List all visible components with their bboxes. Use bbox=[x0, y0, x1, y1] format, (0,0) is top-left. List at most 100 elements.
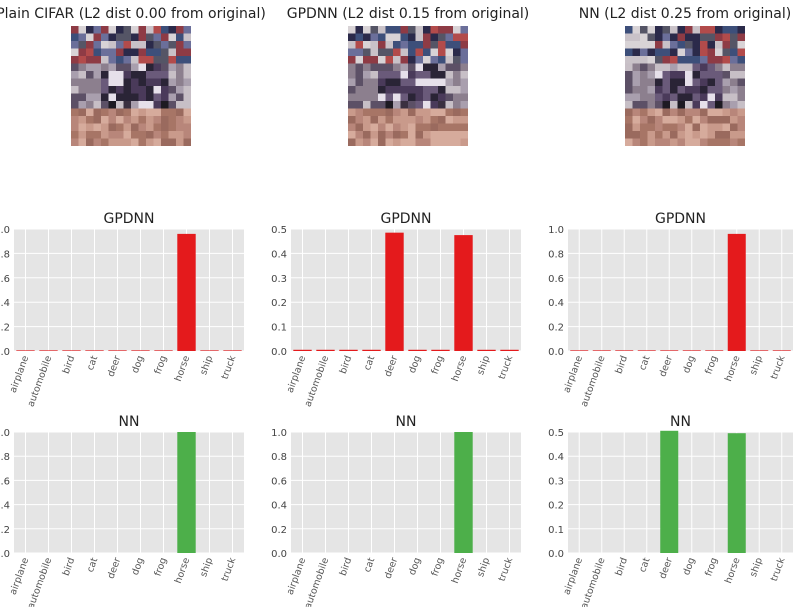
bar-chart-4: 0.00.20.40.60.81.0airplaneautomobilebird… bbox=[0, 414, 244, 607]
x-tick-label-horse: horse bbox=[173, 556, 192, 585]
x-tick-label-cat: cat bbox=[637, 556, 652, 574]
x-tick-label-dog: dog bbox=[407, 354, 423, 375]
y-tick-label: 0.0 bbox=[548, 549, 564, 560]
x-tick-label-cat: cat bbox=[85, 556, 100, 574]
y-tick-label: 0.3 bbox=[271, 274, 287, 285]
bar-ship bbox=[200, 350, 219, 351]
bar-frog bbox=[705, 350, 724, 351]
x-tick-label-dog: dog bbox=[407, 556, 423, 577]
x-tick-label-bird: bird bbox=[338, 556, 355, 577]
cifar-horse-image-gpdnn bbox=[348, 26, 468, 146]
x-tick-label-bird: bird bbox=[338, 354, 355, 375]
y-tick-label: 0.2 bbox=[0, 323, 10, 334]
x-tick-label-deer: deer bbox=[383, 354, 401, 378]
x-tick-label-ship: ship bbox=[748, 556, 765, 578]
x-tick-label-bird: bird bbox=[613, 556, 630, 577]
x-tick-label-airplane: airplane bbox=[285, 354, 309, 394]
x-tick-label-frog: frog bbox=[430, 556, 447, 578]
y-tick-label: 0.0 bbox=[0, 347, 10, 358]
x-tick-label-airplane: airplane bbox=[561, 354, 585, 394]
image-title-gpdnn: GPDNN (L2 dist 0.15 from original) bbox=[286, 6, 530, 22]
image-title-nn: NN (L2 dist 0.25 from original) bbox=[578, 6, 792, 22]
y-tick-label: 1.0 bbox=[0, 428, 10, 439]
x-tick-label-automobile: automobile bbox=[26, 354, 55, 408]
x-tick-label-frog: frog bbox=[703, 354, 720, 376]
x-tick-label-horse: horse bbox=[723, 354, 742, 383]
bar-deer bbox=[660, 430, 679, 553]
y-tick-label: 0.8 bbox=[0, 452, 10, 463]
y-tick-label: 0.4 bbox=[271, 249, 287, 260]
x-tick-label-truck: truck bbox=[769, 354, 788, 381]
bar-automobile bbox=[39, 350, 58, 351]
x-tick-label-ship: ship bbox=[475, 354, 492, 376]
plot-area bbox=[568, 432, 793, 553]
x-tick-label-automobile: automobile bbox=[303, 354, 332, 408]
x-tick-label-deer: deer bbox=[106, 556, 124, 580]
bar-bird bbox=[615, 350, 634, 351]
x-tick-label-horse: horse bbox=[173, 354, 192, 383]
bar-cat bbox=[362, 349, 381, 351]
x-tick-label-frog: frog bbox=[153, 354, 170, 376]
bar-deer bbox=[108, 350, 127, 351]
x-tick-label-truck: truck bbox=[220, 354, 239, 381]
x-tick-label-cat: cat bbox=[85, 354, 100, 372]
bar-frog bbox=[431, 349, 450, 351]
bar-automobile bbox=[316, 349, 335, 351]
y-tick-label: 0.0 bbox=[271, 549, 287, 560]
x-tick-label-frog: frog bbox=[430, 354, 447, 376]
bar-horse bbox=[454, 235, 473, 351]
x-tick-label-bird: bird bbox=[613, 354, 630, 375]
x-tick-label-airplane: airplane bbox=[8, 556, 32, 596]
bar-truck bbox=[772, 350, 791, 351]
x-tick-label-deer: deer bbox=[106, 354, 124, 378]
bar-horse bbox=[727, 233, 746, 351]
y-tick-label: 0.4 bbox=[548, 298, 564, 309]
y-tick-label: 0.1 bbox=[548, 525, 564, 536]
x-tick-label-cat: cat bbox=[637, 354, 652, 372]
x-tick-label-deer: deer bbox=[657, 556, 675, 580]
y-tick-label: 0.2 bbox=[548, 323, 564, 334]
y-tick-label: 0.2 bbox=[271, 298, 287, 309]
bar-horse bbox=[177, 233, 196, 351]
plot-area bbox=[291, 432, 521, 553]
y-tick-label: 0.5 bbox=[548, 428, 564, 439]
y-tick-label: 0.3 bbox=[548, 476, 564, 487]
x-tick-label-dog: dog bbox=[681, 556, 697, 577]
x-tick-label-truck: truck bbox=[220, 556, 239, 583]
x-tick-label-airplane: airplane bbox=[285, 556, 309, 596]
y-tick-label: 1.0 bbox=[271, 428, 287, 439]
plot-area bbox=[291, 229, 521, 351]
x-tick-label-bird: bird bbox=[61, 354, 78, 375]
y-tick-label: 0.8 bbox=[548, 249, 564, 260]
x-tick-label-horse: horse bbox=[723, 556, 742, 585]
cifar-horse-image-nn bbox=[625, 26, 745, 146]
x-tick-label-airplane: airplane bbox=[8, 354, 32, 394]
chart-title: GPDNN bbox=[380, 211, 431, 227]
bar-deer bbox=[385, 232, 404, 351]
y-tick-label: 0.6 bbox=[0, 476, 10, 487]
y-tick-label: 0.2 bbox=[0, 525, 10, 536]
bar-bird bbox=[62, 350, 81, 351]
y-tick-label: 0.6 bbox=[0, 274, 10, 285]
y-tick-label: 0.0 bbox=[0, 549, 10, 560]
bar-ship bbox=[477, 349, 496, 351]
bar-dog bbox=[131, 350, 150, 351]
y-tick-label: 1.0 bbox=[0, 225, 10, 236]
x-tick-label-ship: ship bbox=[748, 354, 765, 376]
x-tick-label-ship: ship bbox=[475, 556, 492, 578]
bar-truck bbox=[500, 349, 519, 351]
chart-title: GPDNN bbox=[655, 211, 706, 227]
bar-ship bbox=[750, 350, 769, 351]
x-tick-label-ship: ship bbox=[198, 354, 215, 376]
bar-frog bbox=[154, 350, 173, 351]
y-tick-label: 0.5 bbox=[271, 225, 287, 236]
x-tick-label-airplane: airplane bbox=[561, 556, 585, 596]
y-tick-label: 0.6 bbox=[271, 476, 287, 487]
chart-title: NN bbox=[396, 414, 417, 430]
bar-bird bbox=[339, 349, 358, 351]
